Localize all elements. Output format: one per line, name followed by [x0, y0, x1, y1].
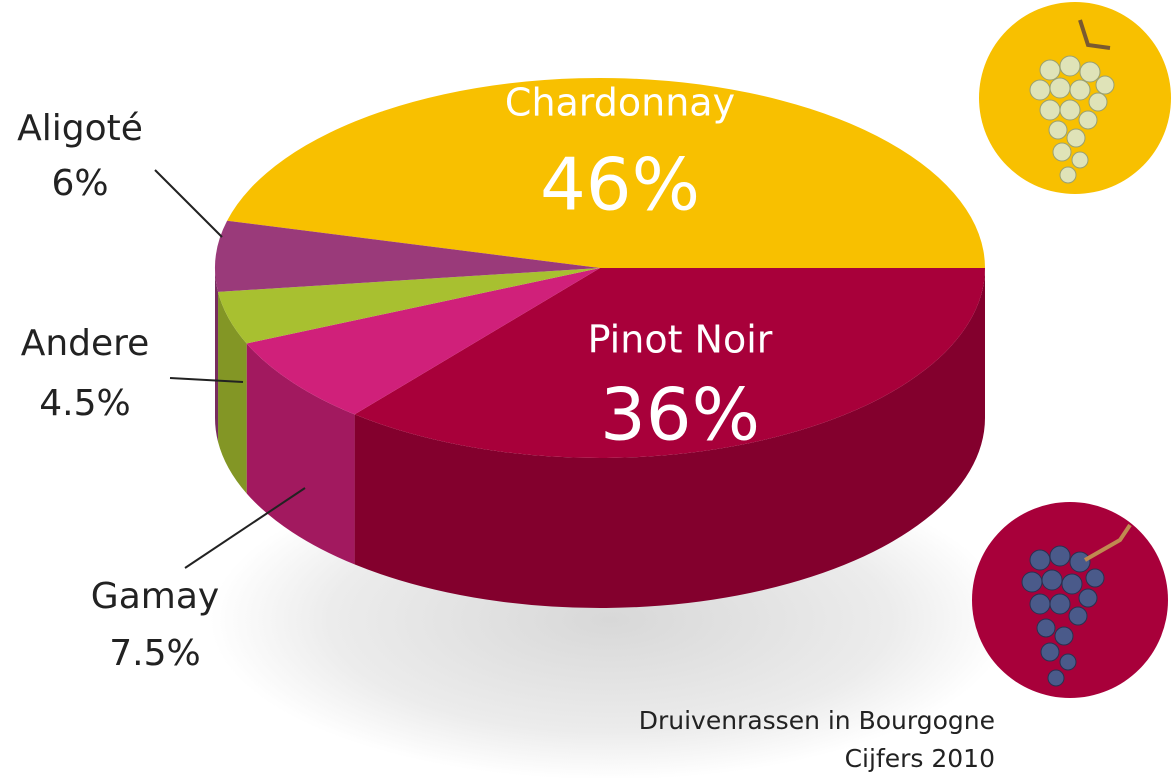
value-label: 6%	[51, 163, 108, 204]
caption-title: Druivenrassen in Bourgogne	[639, 706, 995, 735]
value-label: 7.5%	[109, 633, 200, 674]
chart: Druivenrassen in Bourgogne Cijfers 2010 …	[0, 0, 1176, 778]
value-label: 4.5%	[39, 383, 130, 424]
slice-name: Pinot Noir	[588, 318, 773, 362]
slice-name: Aligoté	[17, 108, 143, 149]
slice-name: Andere	[21, 323, 150, 364]
slice-side	[215, 268, 218, 442]
slice-name: Gamay	[91, 576, 219, 617]
slice-name: Chardonnay	[505, 81, 735, 125]
caption-subtitle: Cijfers 2010	[845, 744, 995, 773]
value-label: 46%	[540, 143, 700, 227]
value-label: 36%	[600, 373, 760, 457]
white-grape-icon	[979, 2, 1171, 194]
leader-line	[155, 170, 222, 237]
red-grape-icon	[972, 502, 1168, 698]
